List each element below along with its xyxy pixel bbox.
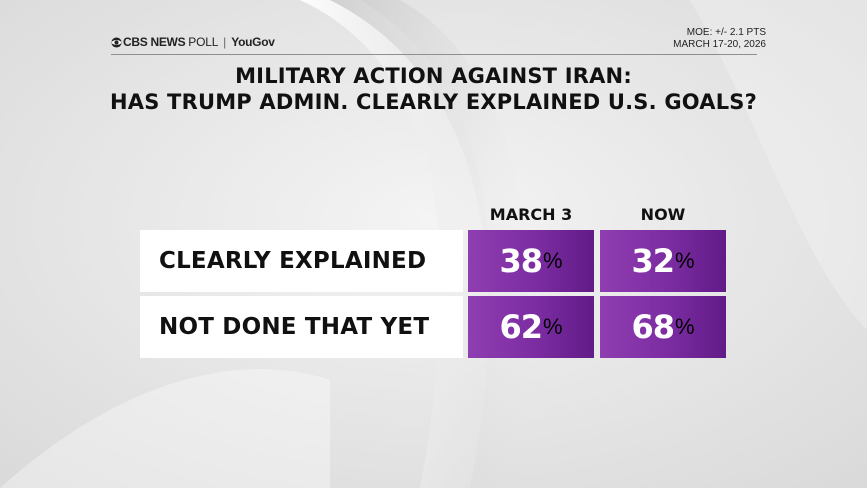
yougov-brand: YouGov [231, 35, 275, 49]
header-separator: | [223, 35, 227, 49]
cell-clearly-explained-now: 32% [600, 230, 726, 292]
header-branding: CBS NEWS POLL | YouGov [111, 35, 275, 49]
column-header-march-3: MARCH 3 [489, 205, 573, 224]
poll-dates: MARCH 17-20, 2026 [673, 39, 766, 50]
margin-of-error: MOE: +/- 2.1 PTS [686, 27, 766, 38]
value-not-done-march-3: 62 [499, 308, 543, 346]
cbs-news-brand: CBS NEWS [123, 35, 186, 49]
header-meta: MOE: +/- 2.1 PTS MARCH 17-20, 2026 [673, 27, 766, 51]
value-not-done-now: 68 [631, 308, 675, 346]
value-clearly-explained-now: 32 [631, 242, 675, 280]
column-header-now: NOW [640, 205, 686, 224]
value-clearly-explained-march-3: 38 [499, 242, 543, 280]
chart-title-line-1: MILITARY ACTION AGAINST IRAN: [235, 64, 632, 88]
percent-sign: % [542, 248, 563, 273]
cbs-eye-logo-icon [111, 36, 122, 48]
row-label-clearly-explained: CLEARLY EXPLAINED [140, 230, 463, 292]
cell-clearly-explained-march-3: 38% [468, 230, 594, 292]
percent-sign: % [674, 248, 695, 273]
chart-title-line-2: HAS TRUMP ADMIN. CLEARLY EXPLAINED U.S. … [109, 90, 757, 114]
row-label-not-done-that-yet: NOT DONE THAT YET [140, 296, 463, 358]
cell-not-done-now: 68% [600, 296, 726, 358]
poll-label: POLL [188, 35, 219, 49]
percent-sign: % [674, 314, 695, 339]
percent-sign: % [542, 314, 563, 339]
cell-not-done-march-3: 62% [468, 296, 594, 358]
header-divider [111, 54, 757, 55]
